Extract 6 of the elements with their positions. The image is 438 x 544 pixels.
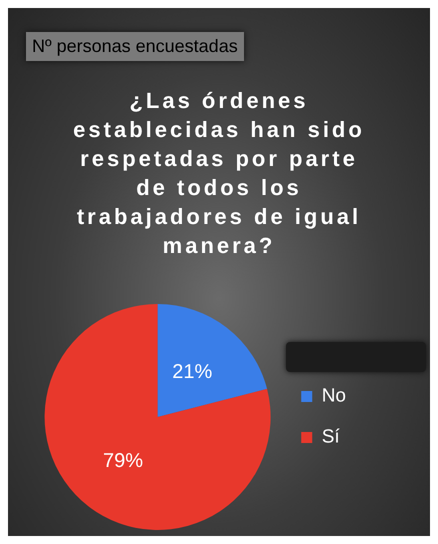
- text: Nº personas encuestadas: [26, 32, 244, 61]
- legend-label: No: [322, 386, 346, 407]
- chart-title: ¿Las órdenes establecidas han sido respetadas por parte de todos los trabajadores de igual manera?: [72, 87, 366, 260]
- legend-label: Sí: [322, 426, 340, 448]
- data-label: 79%: [102, 450, 144, 472]
- data-label: 21%: [172, 360, 212, 383]
